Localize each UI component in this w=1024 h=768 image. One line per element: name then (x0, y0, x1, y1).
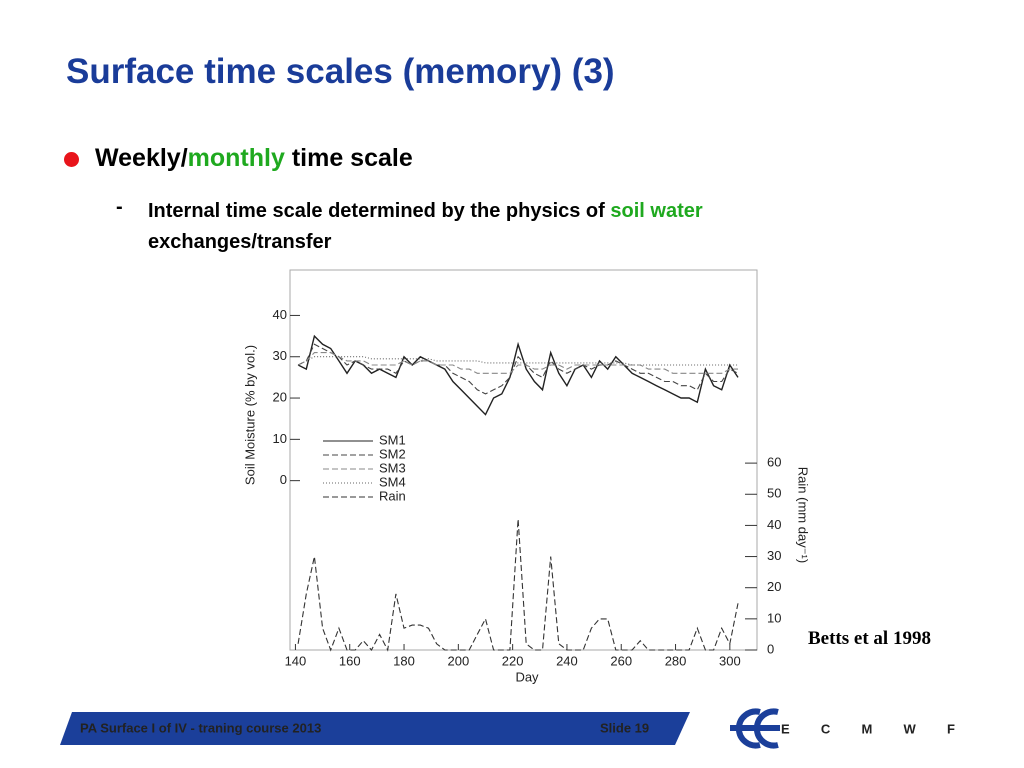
bullet-dot (64, 152, 79, 167)
line-series (297, 343, 739, 395)
x-tick-label: 240 (556, 653, 578, 668)
x-tick-label: 280 (665, 653, 687, 668)
x-tick-label: 160 (339, 653, 361, 668)
legend-label: SM2 (379, 446, 406, 461)
legend-label: SM1 (379, 432, 406, 447)
text: exchanges/transfer (148, 231, 332, 253)
slide-title: Surface time scales (memory) (3) (66, 52, 615, 91)
logo: ECMWF (781, 721, 955, 736)
y2-tick-label: 30 (767, 548, 781, 563)
x-tick-label: 220 (502, 653, 524, 668)
x-tick-label: 180 (393, 653, 415, 668)
footer: PA Surface I of IV - traning course 2013… (60, 708, 955, 749)
y-tick-label: 0 (280, 472, 287, 487)
text: Internal time scale determined by the ph… (148, 200, 611, 222)
line-series (297, 519, 739, 652)
annotation: Betts et al 1998 (808, 628, 931, 649)
y-tick-label: 20 (273, 389, 287, 404)
y-tick-label: 10 (273, 431, 287, 446)
y-axis-label: Soil Moisture (% by vol.) (242, 345, 257, 485)
footer-text: PA Surface I of IV - traning course 2013 (80, 720, 321, 735)
y2-tick-label: 0 (767, 641, 774, 656)
x-tick-label: 140 (285, 653, 307, 668)
x-axis-label: Day (515, 669, 539, 684)
y2-axis-label: Rain (mm day⁻¹) (796, 467, 811, 563)
sub-bullet: Internal time scale determined by the ph… (148, 196, 703, 258)
text: time scale (284, 144, 413, 172)
y-tick-label: 40 (273, 307, 287, 322)
slide-number: Slide 19 (600, 720, 649, 735)
y2-tick-label: 40 (767, 517, 781, 532)
y2-tick-label: 60 (767, 455, 781, 470)
bullet: Weekly/monthly time scale (95, 144, 413, 173)
y-tick-label: 30 (273, 348, 287, 363)
footer-bar (60, 712, 690, 745)
line-series (297, 356, 738, 366)
x-tick-label: 260 (610, 653, 632, 668)
text: Weekly/ (95, 144, 188, 172)
x-tick-label: 200 (447, 653, 469, 668)
logo-icon (730, 708, 780, 749)
line-series (297, 352, 738, 374)
legend-label: Rain (379, 488, 406, 503)
y2-tick-label: 10 (767, 610, 781, 625)
legend-label: SM3 (379, 460, 406, 475)
chart: Day Soil Moisture (% by vol.) Rain (mm d… (242, 269, 811, 684)
line-series (297, 334, 739, 416)
legend-label: SM4 (379, 474, 406, 489)
y2-tick-label: 50 (767, 486, 781, 501)
x-tick-label: 300 (719, 653, 741, 668)
text: soil water (610, 200, 703, 222)
sub-bullet-marker: - (116, 196, 123, 218)
y2-tick-label: 20 (767, 579, 781, 594)
plot-frame (289, 269, 758, 651)
text: monthly (187, 144, 285, 172)
